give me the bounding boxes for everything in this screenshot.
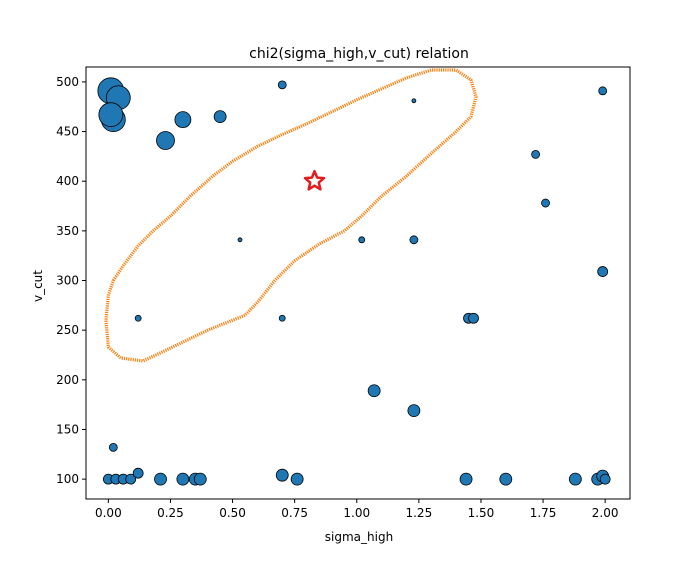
y-tick-label: 150 [56,422,79,436]
data-point [193,472,207,486]
data-point [132,467,144,479]
data-point [541,198,550,208]
ticks-layer: 0.00 0.25 0.50 0.75 1.00 1.25 1.50 1.75 2.00 100 1… [56,75,618,520]
y-tick-label: 400 [56,174,79,188]
x-tick-label: 1.75 [530,506,557,520]
x-tick-label: 0.75 [281,506,308,520]
data-point [597,266,609,277]
data-point [176,472,190,486]
data-point [598,86,608,96]
axes-frame [85,66,631,500]
data-point [277,80,287,90]
data-point [531,149,541,159]
data-point [156,131,175,150]
y-tick-label: 350 [56,224,79,238]
x-tick-label: 0.00 [95,506,122,520]
y-tick-label: 300 [56,274,79,288]
data-point [213,110,227,124]
data-point [459,472,473,486]
data-point [358,236,366,244]
data-point [125,473,137,485]
plot-area [97,68,611,486]
x-tick-label: 2.00 [592,506,619,520]
data-point [237,237,243,243]
x-axis-label: sigma_high [325,530,393,544]
chart-title: chi2(sigma_high,v_cut) relation [249,46,469,62]
chi2-contour [104,68,478,363]
data-point [599,473,611,485]
y-tick-label: 100 [56,472,79,486]
x-tick-label: 1.00 [343,506,370,520]
data-point [367,384,381,398]
data-point [568,472,582,486]
data-point [409,235,419,245]
x-tick-label: 0.50 [219,506,246,520]
x-tick-label: 1.25 [405,506,432,520]
data-point [108,442,118,452]
data-point [174,111,192,129]
data-point [275,468,289,482]
marks-layer [97,68,611,486]
data-point [468,312,479,324]
data-point [290,472,304,486]
x-tick-label: 1.50 [468,506,495,520]
y-tick-label: 250 [56,323,79,337]
y-tick-label: 450 [56,125,79,139]
y-tick-label: 500 [56,75,79,89]
data-point [98,102,124,128]
data-point [411,98,417,104]
data-point [407,404,421,418]
y-tick-label: 200 [56,373,79,387]
data-point [134,314,142,322]
data-point [278,314,286,322]
best-fit-star-marker [303,169,326,191]
x-tick-label: 0.25 [157,506,184,520]
data-point [499,472,513,486]
y-axis-label: v_cut [31,270,45,302]
data-point [154,472,167,486]
